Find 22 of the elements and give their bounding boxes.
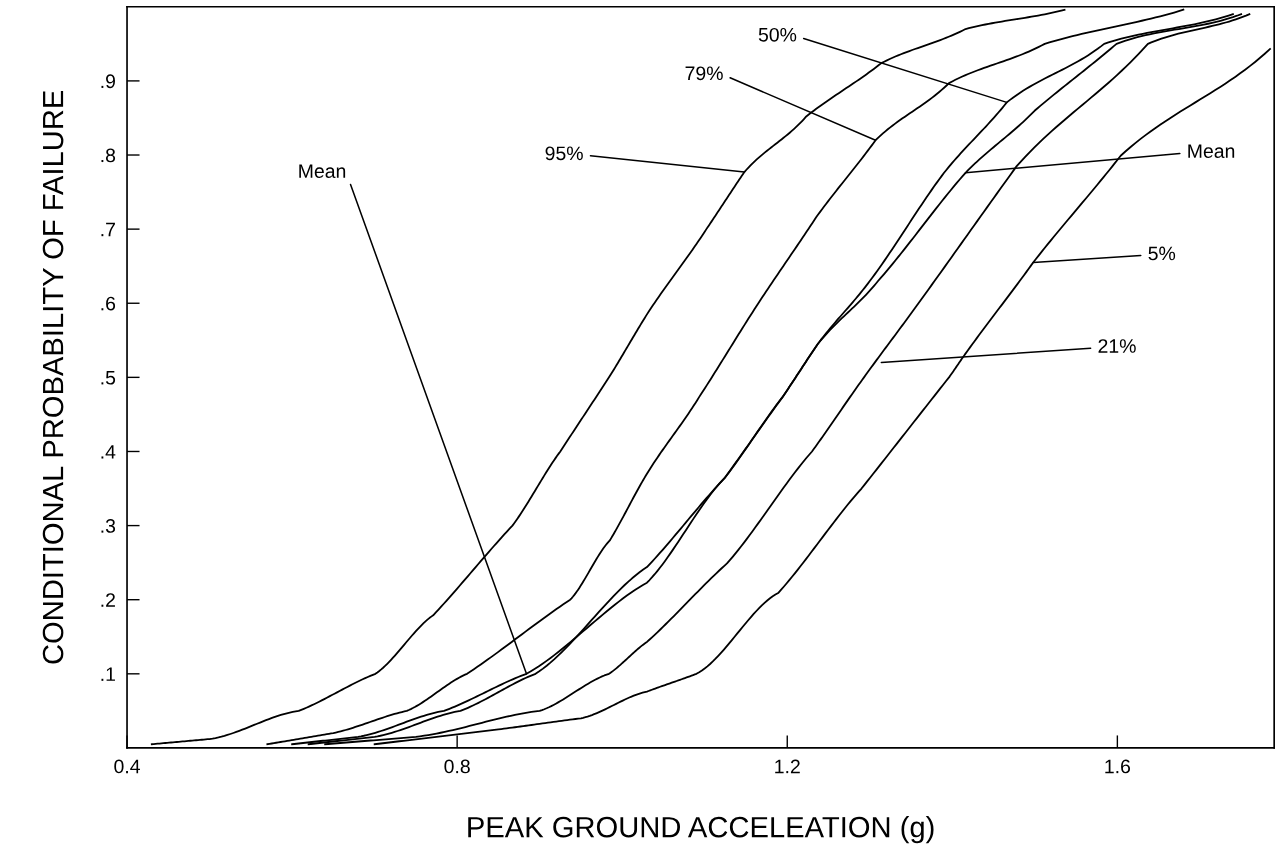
annotation: 5% [1148,246,1176,261]
y-tick-label: .9 [101,74,115,89]
y-tick-label: .1 [101,667,115,681]
annotation: 21% [1098,339,1136,353]
y-tick-label: .8 [101,148,116,163]
y-axis-title: CONDITIONAL PROBABILITY OF FAILURE [42,90,64,664]
x-tick-label: 0.8 [444,759,470,774]
y-tick-label: .6 [101,296,116,311]
x-axis-title: PEAK GROUND ACCELEATION (g) [468,816,934,844]
x-tick-label: 1.2 [775,759,800,774]
y-tick-label: .2 [101,593,115,607]
y-tick-label: .4 [101,445,116,459]
annotation: Mean [299,164,346,179]
y-tick-label: .7 [101,222,115,237]
y-tick-label: .3 [101,519,116,533]
annotation: Mean [1188,144,1235,159]
x-tick-label: 0.4 [114,759,140,774]
y-tick-label: .5 [101,371,116,385]
annotation: 95% [545,146,583,161]
annotation: 50% [758,27,797,42]
annotation: 79% [685,66,723,81]
x-tick-label: 1.6 [1105,759,1131,774]
